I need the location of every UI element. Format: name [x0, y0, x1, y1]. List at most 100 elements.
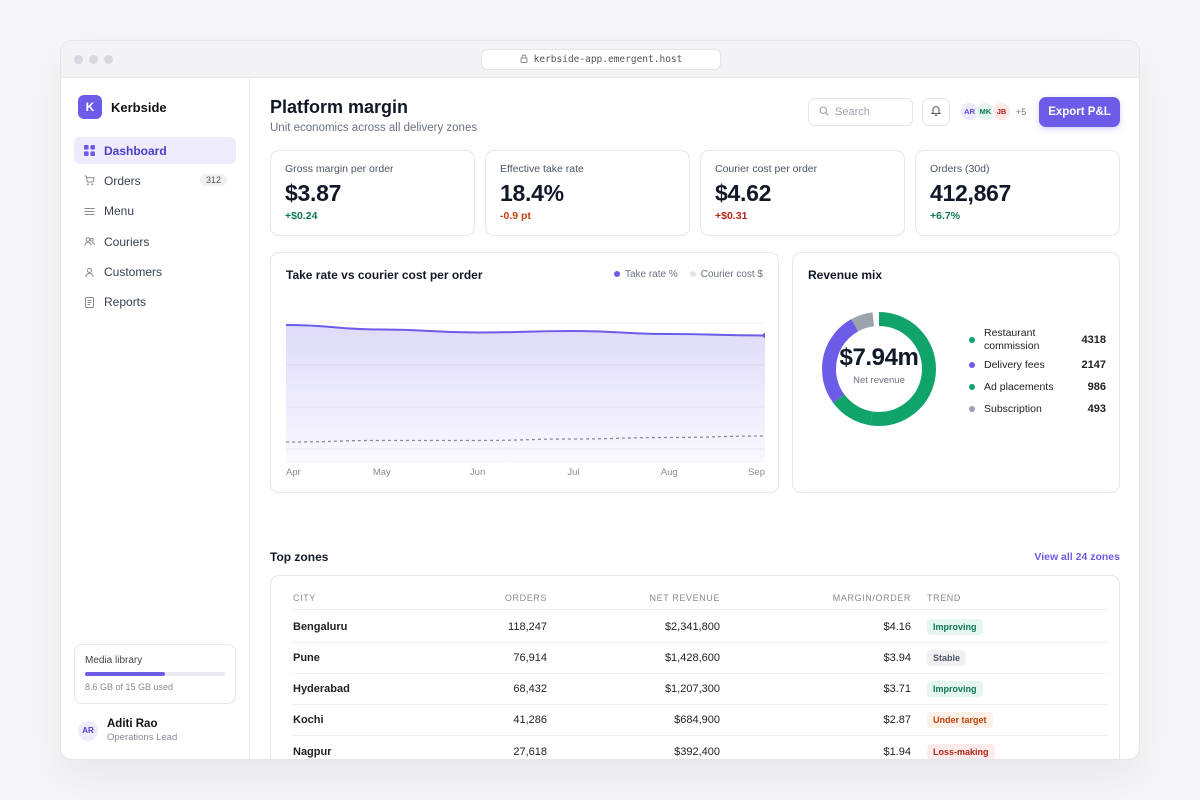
media-library-card[interactable]: Media library 8.6 GB of 15 GB used: [74, 644, 236, 704]
column-header-net-revenue[interactable]: NET REVENUE: [649, 592, 720, 603]
kpi-card-orders: Orders (30d) 412,867 +6.7%: [915, 150, 1120, 236]
sidebar-item-orders[interactable]: Orders 312: [74, 167, 236, 194]
orders-count-badge: 312: [199, 174, 227, 187]
orders-cell: 27,618: [513, 745, 547, 758]
legend-item[interactable]: Ad placements 986: [969, 381, 1106, 394]
legend-swatch: [969, 362, 975, 369]
window-close-dot[interactable]: [74, 55, 83, 64]
margin-cell: $1.94: [883, 745, 911, 758]
sidebar-item-customers[interactable]: Customers: [74, 259, 236, 286]
grid-icon: [83, 145, 95, 157]
table-row[interactable]: Hyderabad 68,432 $1,207,300 $3.71 Improving: [293, 674, 1107, 705]
kpi-label: Courier cost per order: [715, 163, 818, 175]
net-revenue-cell: $684,900: [674, 714, 720, 726]
kpi-label: Orders (30d): [930, 163, 990, 175]
user-role: Operations Lead: [107, 732, 178, 743]
brand-logo: K: [78, 95, 102, 119]
column-header-city[interactable]: CITY: [293, 592, 316, 603]
document-icon: [83, 296, 95, 308]
status-badge: Improving: [927, 681, 983, 697]
x-tick-label: Jun: [469, 467, 486, 478]
legend-label: Subscription: [984, 403, 1042, 415]
trend-cell: Under target: [927, 705, 1087, 735]
menu-icon: [83, 205, 95, 217]
status-badge: Stable: [927, 650, 967, 666]
cart-icon: [83, 175, 95, 187]
table-row[interactable]: Bengaluru 118,247 $2,341,800 $4.16 Improving: [293, 612, 1107, 643]
legend-item-courier-cost[interactable]: Courier cost $: [689, 269, 763, 280]
net-revenue-cell: $1,207,300: [664, 683, 720, 695]
sidebar-nav: Dashboard Orders 312 Menu Couriers: [74, 137, 236, 319]
window-minimize-dot[interactable]: [89, 55, 98, 64]
take-rate-end-point: [762, 333, 765, 338]
kpi-card-gross-margin: Gross margin per order $3.87 +$0.24: [270, 150, 475, 236]
legend-item[interactable]: Subscription 493: [969, 403, 1106, 416]
city-cell: Kochi: [293, 714, 324, 726]
zones-table: CITY ORDERS NET REVENUE MARGIN/ORDER TRE…: [270, 575, 1120, 759]
orders-cell: 41,286: [513, 714, 547, 726]
kpi-delta: +6.7%: [930, 210, 961, 222]
window-zoom-dot[interactable]: [104, 55, 113, 64]
app-window: kerbside-app.emergent.host K Kerbside Da…: [60, 40, 1140, 760]
margin-cell: $4.16: [883, 621, 911, 633]
sidebar-item-couriers[interactable]: Couriers: [74, 228, 236, 255]
legend-item-take-rate[interactable]: Take rate %: [613, 269, 678, 280]
notifications-button[interactable]: [922, 98, 950, 126]
sidebar-item-dashboard[interactable]: Dashboard: [74, 137, 236, 164]
avatar: AR: [78, 720, 98, 741]
column-header-margin[interactable]: MARGIN/ORDER: [832, 592, 911, 603]
kpi-card-courier-cost: Courier cost per order $4.62 +$0.31: [700, 150, 905, 236]
donut-slice: [822, 312, 936, 426]
address-bar[interactable]: kerbside-app.emergent.host: [481, 49, 721, 70]
kpi-label: Gross margin per order: [285, 163, 394, 175]
trend-cell: Improving: [927, 612, 1087, 642]
url-text: kerbside-app.emergent.host: [533, 54, 683, 65]
legend-swatch: [969, 406, 975, 413]
export-pl-button[interactable]: Export P&L: [1039, 97, 1120, 127]
team-avatars[interactable]: AR MK JB +5: [960, 102, 1026, 121]
table-row[interactable]: Pune 76,914 $1,428,600 $3.94 Stable: [293, 643, 1107, 674]
legend-swatch: [969, 384, 975, 391]
page-subtitle: Unit economics across all delivery zones: [270, 122, 478, 134]
chart-title: Revenue mix: [808, 268, 883, 282]
avatar: JB: [992, 102, 1011, 121]
search-input[interactable]: Search: [808, 98, 913, 126]
trend-cell: Stable: [927, 643, 1087, 673]
donut-center-value: $7.94m: [839, 344, 919, 371]
media-library-title: Media library: [85, 655, 143, 666]
donut-center-label: Net revenue: [853, 375, 905, 386]
view-all-zones-link[interactable]: View all 24 zones: [1034, 551, 1120, 563]
orders-cell: 76,914: [513, 652, 547, 664]
search-placeholder: Search: [835, 106, 870, 118]
bell-icon: [930, 103, 942, 121]
table-row[interactable]: Kochi 41,286 $684,900 $2.87 Under target: [293, 705, 1107, 736]
legend-swatch: [969, 336, 975, 343]
column-header-trend[interactable]: TREND: [927, 592, 961, 603]
sidebar-item-menu[interactable]: Menu: [74, 198, 236, 225]
sidebar-item-reports[interactable]: Reports: [74, 289, 236, 316]
kpi-delta: +$0.31: [715, 210, 748, 222]
more-avatars-count: +5: [1016, 106, 1027, 117]
legend-item[interactable]: Delivery fees 2147: [969, 359, 1106, 372]
city-cell: Hyderabad: [293, 683, 350, 695]
city-cell: Nagpur: [293, 745, 332, 758]
x-tick-label: Sep: [748, 467, 765, 478]
brand[interactable]: K Kerbside: [78, 95, 167, 119]
sidebar-item-label: Orders: [104, 173, 141, 188]
legend-label: Restaurant commission: [984, 327, 1040, 352]
column-header-orders[interactable]: ORDERS: [504, 592, 547, 603]
legend-item[interactable]: Restaurant commission 4318: [969, 327, 1106, 352]
city-cell: Bengaluru: [293, 621, 348, 633]
revenue-mix-card: Revenue mix $7.94m Net revenue Restauran…: [792, 252, 1120, 493]
kpi-value: $4.62: [715, 180, 772, 206]
brand-name: Kerbside: [111, 99, 167, 115]
table-header: CITY ORDERS NET REVENUE MARGIN/ORDER TRE…: [293, 586, 1107, 610]
legend-value: 4318: [1081, 333, 1106, 346]
legend-label: Delivery fees: [984, 359, 1045, 371]
table-row[interactable]: Nagpur 27,618 $392,400 $1.94 Loss-making: [293, 736, 1107, 759]
users-icon: [83, 236, 95, 248]
user-profile[interactable]: AR Aditi Rao Operations Lead: [78, 718, 177, 743]
legend-value: 986: [1087, 381, 1106, 394]
trend-cell: Improving: [927, 674, 1087, 704]
user-name: Aditi Rao: [107, 718, 158, 730]
